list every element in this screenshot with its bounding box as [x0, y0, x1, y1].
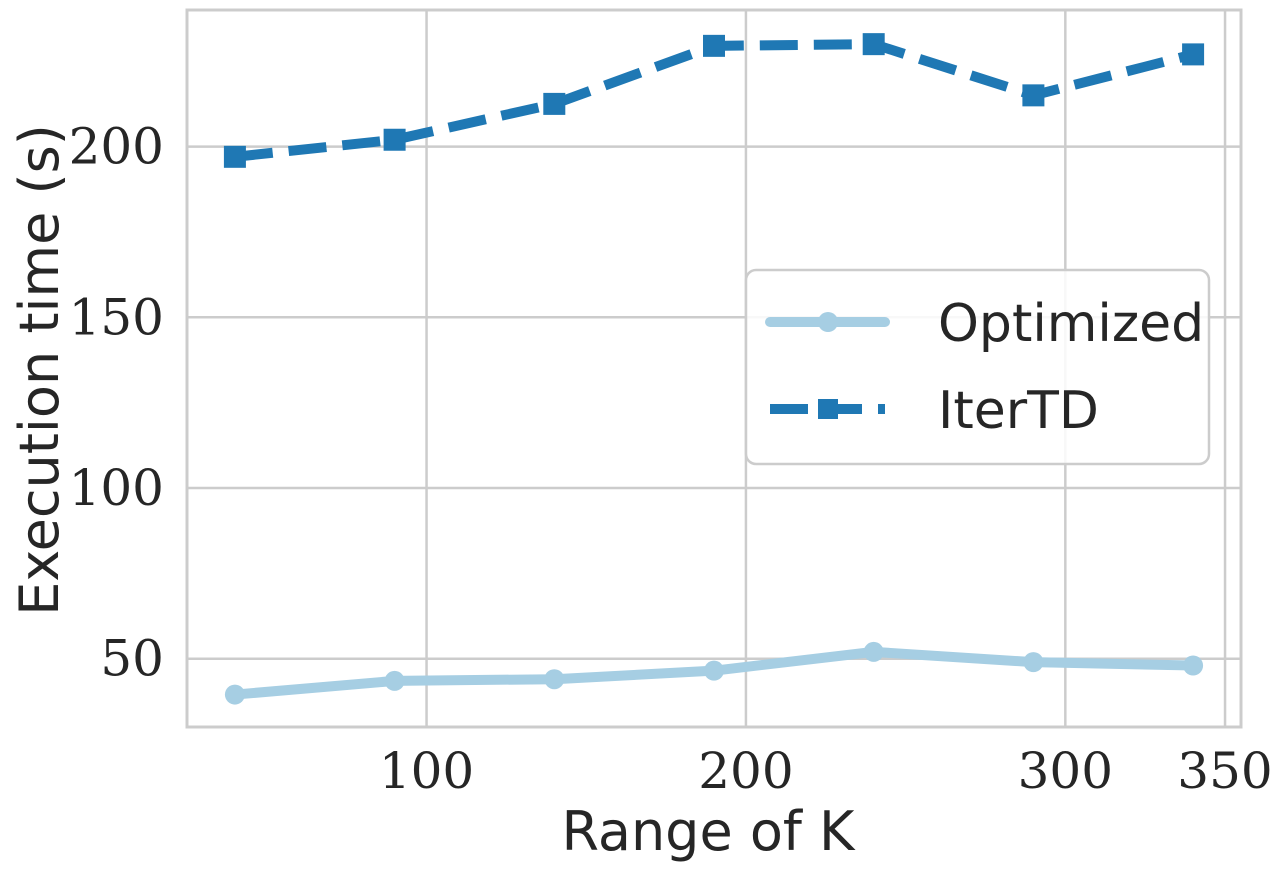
plot-frame	[185, 8, 1243, 729]
x-axis-label: Range of K	[562, 800, 857, 863]
series-line-itertd	[234, 39, 1195, 162]
y-axis-label: Execution time (s)	[8, 124, 71, 616]
data-point-optimized	[544, 669, 565, 690]
y-tick-label: 150	[69, 288, 164, 346]
data-point-itertd	[223, 145, 246, 168]
data-point-optimized	[863, 641, 884, 662]
data-point-optimized	[1023, 652, 1044, 673]
x-tick-label: 200	[698, 742, 793, 800]
data-point-itertd	[1022, 84, 1045, 107]
x-tick-label: 100	[379, 742, 474, 800]
legend-label-itertd: IterTD	[938, 381, 1099, 441]
data-point-optimized	[384, 670, 405, 691]
y-tick-label: 200	[69, 118, 164, 176]
series-optimized	[224, 641, 1204, 705]
legend: Optimized IterTD	[744, 268, 1211, 466]
x-tick-label: 300	[1018, 742, 1113, 800]
grid	[187, 10, 1241, 727]
legend-swatch-optimized-marker	[818, 312, 838, 332]
data-point-itertd	[383, 128, 406, 151]
series-itertd	[223, 33, 1205, 168]
legend-swatch-itertd-marker	[818, 399, 838, 419]
data-point-itertd	[1182, 43, 1205, 66]
data-point-itertd	[703, 34, 725, 57]
y-tick-label: 50	[100, 630, 164, 688]
data-point-itertd	[543, 92, 566, 115]
data-point-optimized	[224, 684, 245, 705]
x-tick-label: 350	[1177, 742, 1272, 800]
legend-label-optimized: Optimized	[938, 294, 1204, 354]
x-tick-labels: 100 200 300 350	[379, 742, 1273, 800]
data-point-itertd	[862, 33, 885, 56]
y-tick-labels: 50 100 150 200	[69, 118, 164, 688]
y-tick-label: 100	[69, 459, 164, 517]
data-point-optimized	[1183, 655, 1204, 676]
data-point-optimized	[704, 660, 724, 681]
series-layer	[223, 33, 1205, 705]
